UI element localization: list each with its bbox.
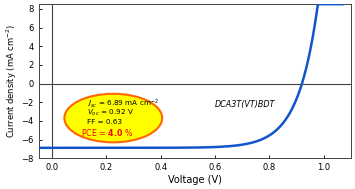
Ellipse shape: [64, 94, 162, 142]
Y-axis label: Current density (mA cm$^{-2}$): Current density (mA cm$^{-2}$): [4, 24, 18, 138]
Text: FF = 0.63: FF = 0.63: [87, 119, 122, 125]
Text: $J_{sc}$ = 6.89 mA cm$^{-2}$: $J_{sc}$ = 6.89 mA cm$^{-2}$: [87, 98, 160, 110]
Text: DCA3T(VT)BDT: DCA3T(VT)BDT: [215, 100, 275, 108]
Text: $V_{oc}$ = 0.92 V: $V_{oc}$ = 0.92 V: [87, 108, 135, 119]
Text: PCE = $\mathbf{4.0}$ %: PCE = $\mathbf{4.0}$ %: [81, 127, 133, 138]
X-axis label: Voltage (V): Voltage (V): [168, 175, 222, 185]
